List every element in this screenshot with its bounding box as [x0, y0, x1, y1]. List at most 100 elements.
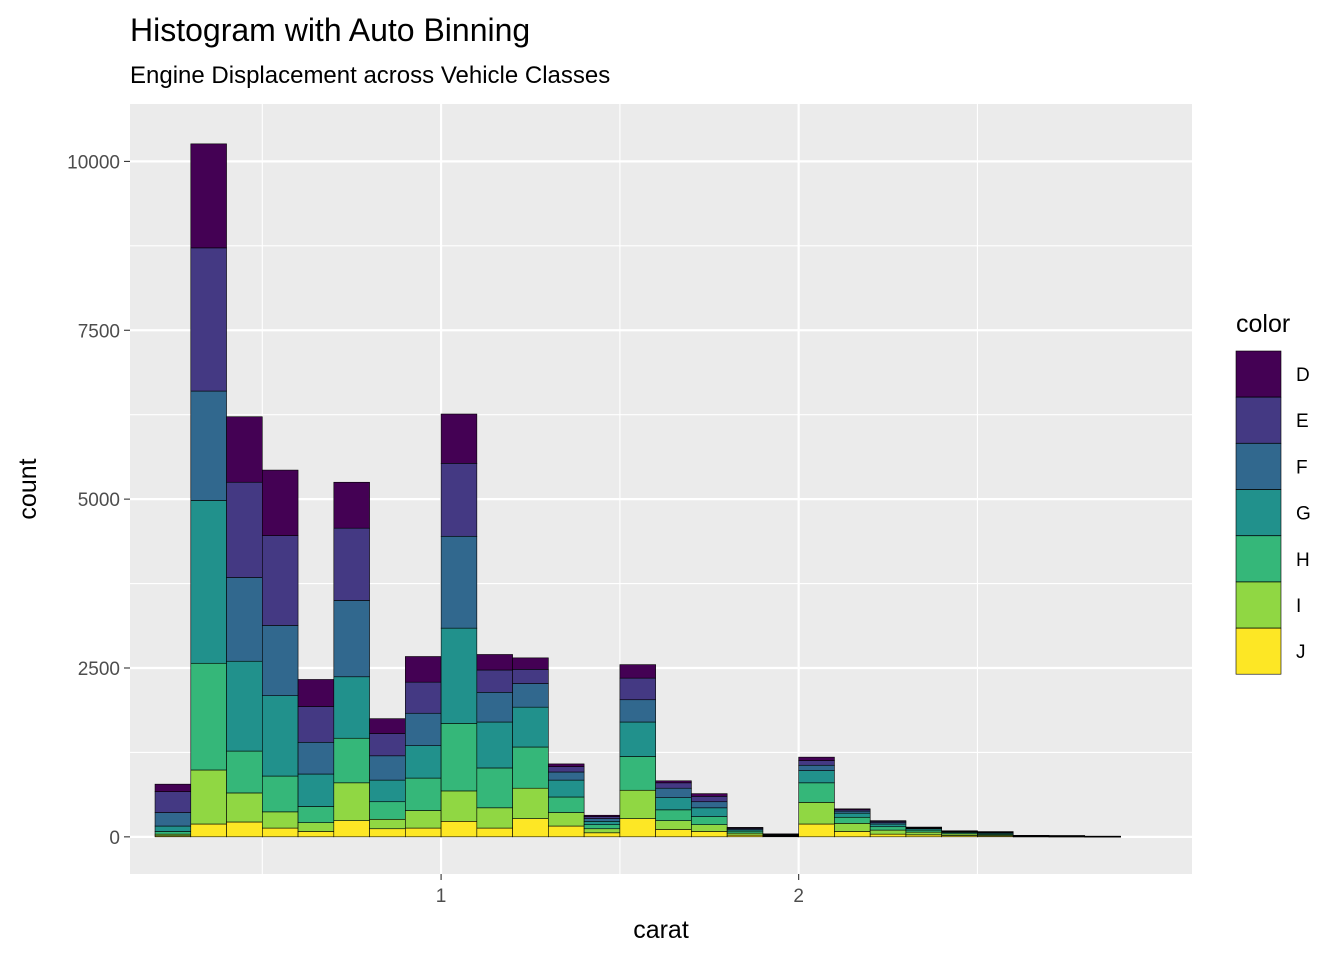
- y-tick-label: 10000: [67, 152, 120, 173]
- chart-subtitle: Engine Displacement across Vehicle Class…: [130, 62, 610, 89]
- bar-segment-F: [655, 787, 692, 798]
- bar-segment-I: [190, 769, 227, 825]
- bar-segment-E: [262, 535, 299, 626]
- bar-segment-I: [619, 789, 656, 819]
- bar-segment-J: [691, 831, 728, 838]
- bar-segment-D: [1084, 835, 1121, 837]
- bar-segment-G: [226, 660, 263, 752]
- bar-segment-I: [226, 792, 263, 823]
- bar-segment-G: [834, 812, 871, 818]
- bar-segment-G: [869, 823, 907, 828]
- bar-segment-J: [190, 823, 227, 838]
- bar-segment-F: [548, 771, 585, 781]
- bar-segment-D: [869, 820, 907, 822]
- bar-segment-J: [869, 833, 907, 838]
- bar-segment-I: [583, 828, 621, 834]
- bar-segment-H: [369, 801, 406, 820]
- legend-key-I: [1235, 581, 1282, 629]
- y-axis-ticks: 0 2500 5000 7500 10000: [67, 152, 130, 849]
- x-tick-label: 2: [793, 886, 804, 907]
- bar-segment-D: [619, 664, 656, 679]
- x-tick-label: 1: [436, 886, 447, 907]
- bar-segment-J: [476, 827, 513, 838]
- bar-segment-D: [583, 814, 621, 817]
- bar-segment-J: [405, 827, 442, 838]
- bar-segment-I: [691, 824, 728, 832]
- legend-key-F: [1235, 443, 1282, 490]
- bar-segment-G: [512, 706, 549, 748]
- bar-segment-D: [726, 827, 764, 829]
- bar-segment-I: [798, 802, 835, 825]
- bar-segment-H: [154, 831, 192, 835]
- legend-label-I: I: [1296, 596, 1301, 617]
- bar-segment-F: [333, 600, 370, 678]
- bar-segment-D: [476, 654, 513, 671]
- bar-segment-D: [440, 413, 478, 464]
- legend-label-D: D: [1296, 365, 1310, 386]
- bar-segment-H: [512, 746, 549, 789]
- bar-segment-G: [691, 807, 728, 817]
- bar-segment-J: [226, 821, 263, 838]
- bar-segment-G: [190, 500, 227, 664]
- bar-segment-G: [440, 627, 478, 724]
- bar-segment-H: [834, 816, 871, 824]
- bar-segment-J: [369, 828, 406, 838]
- bar-segment-J: [512, 818, 549, 838]
- bar-segment-F: [476, 692, 513, 723]
- chart-title: Histogram with Auto Binning: [130, 12, 530, 48]
- bar-segment-I: [369, 818, 406, 830]
- bar-segment-D: [405, 656, 442, 683]
- bar-segment-H: [548, 796, 585, 813]
- bar-segment-H: [405, 777, 442, 811]
- bar-segment-J: [548, 825, 585, 838]
- bar-segment-I: [726, 832, 764, 836]
- bar-segment-G: [154, 825, 192, 832]
- bar-segment-F: [262, 625, 299, 696]
- bar-segment-I: [440, 790, 478, 822]
- bar-segment-H: [190, 662, 227, 771]
- bar-segment-I: [548, 812, 585, 827]
- bar-segment-D: [262, 469, 299, 536]
- bar-segment-I: [297, 822, 335, 832]
- bar-segment-I: [869, 829, 907, 835]
- legend-label-G: G: [1296, 504, 1311, 525]
- bar-segment-H: [619, 756, 656, 791]
- bar-segment-I: [905, 831, 942, 836]
- bar-segment-I: [405, 810, 442, 829]
- bar-segment-D: [512, 657, 549, 670]
- y-tick-label: 0: [109, 828, 120, 849]
- legend-key-J: [1235, 627, 1282, 675]
- bar-segment-H: [262, 775, 299, 813]
- bar-segment-E: [583, 816, 621, 819]
- bar-segment-D: [1048, 835, 1086, 837]
- bar-segment-J: [583, 832, 621, 838]
- bar-segment-H: [476, 767, 513, 809]
- bar-segment-J: [333, 820, 370, 838]
- bar-segment-I: [655, 820, 692, 830]
- bar-segment-G: [369, 779, 406, 803]
- bar-segment-H: [297, 806, 335, 823]
- stacked-bars: [154, 143, 1121, 838]
- bar-segment-F: [619, 699, 656, 723]
- bar-segment-G: [583, 821, 621, 825]
- legend-label-H: H: [1296, 550, 1310, 571]
- bar-segment-E: [405, 681, 442, 714]
- bar-segment-E: [440, 463, 478, 537]
- y-tick-label: 2500: [78, 659, 120, 680]
- bar-segment-G: [262, 695, 299, 777]
- bar-segment-E: [190, 247, 227, 392]
- bar-segment-G: [548, 779, 585, 798]
- bar-segment-F: [226, 577, 263, 662]
- bar-segment-G: [405, 745, 442, 779]
- legend-items: D E F G H I J: [1235, 350, 1311, 675]
- bar-segment-H: [726, 830, 764, 834]
- bar-segment-E: [798, 760, 835, 766]
- legend-label-E: E: [1296, 411, 1309, 432]
- bar-segment-H: [440, 723, 478, 792]
- bar-segment-D: [655, 780, 692, 784]
- bar-segment-G: [333, 676, 370, 739]
- bar-segment-D: [798, 756, 835, 761]
- bar-segment-F: [798, 764, 835, 771]
- bar-segment-F: [297, 741, 335, 775]
